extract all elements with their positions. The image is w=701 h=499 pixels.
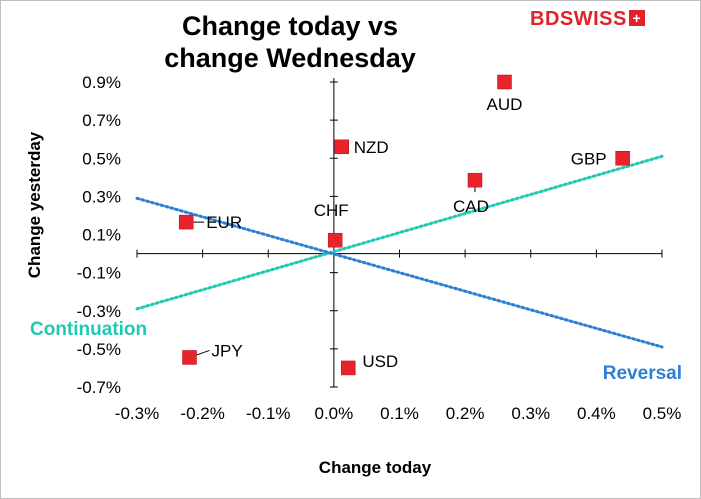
- x-tick-label: -0.1%: [246, 404, 290, 423]
- continuation-label: Continuation: [30, 319, 147, 340]
- x-tick-label: -0.3%: [115, 404, 159, 423]
- y-tick-label: 0.7%: [82, 111, 121, 130]
- y-tick-label: 0.1%: [82, 226, 121, 245]
- chart-title-line-1: Change today vs: [181, 11, 399, 41]
- y-tick-label: -0.7%: [77, 378, 121, 397]
- data-label-usd: USD: [362, 352, 398, 371]
- y-tick-label: 0.9%: [82, 73, 121, 92]
- y-tick-label: 0.5%: [82, 149, 121, 168]
- y-tick-label: 0.3%: [82, 187, 121, 206]
- x-tick-label: 0.0%: [315, 404, 354, 423]
- y-tick-label: -0.5%: [77, 340, 121, 359]
- reversal-label: Reversal: [603, 363, 682, 384]
- x-tick-label: 0.3%: [511, 404, 550, 423]
- data-point-chf: [327, 232, 343, 248]
- x-tick-label: -0.2%: [180, 404, 224, 423]
- data-point-eur: [178, 214, 194, 230]
- x-tick-label: 0.4%: [577, 404, 616, 423]
- chart-title-line-2: change Wednesday: [164, 43, 416, 73]
- y-tick-label: -0.1%: [77, 264, 121, 283]
- data-label-jpy: JPY: [212, 341, 243, 360]
- x-tick-label: 0.5%: [643, 404, 682, 423]
- y-tick-label: -0.3%: [77, 302, 121, 321]
- x-tick-label: 0.2%: [446, 404, 485, 423]
- y-axis-title: Change yesterday: [25, 131, 44, 278]
- data-point-cad: [467, 172, 483, 188]
- x-tick-label: 0.1%: [380, 404, 419, 423]
- data-label-aud: AUD: [487, 95, 523, 114]
- x-axis-title: Change today: [319, 458, 432, 477]
- data-label-nzd: NZD: [354, 138, 389, 157]
- brand-logo: BDSWISS +: [530, 8, 645, 31]
- data-point-aud: [497, 74, 512, 90]
- swiss-cross-icon: +: [628, 10, 645, 26]
- data-label-chf: CHF: [314, 201, 349, 220]
- trend-line-continuation: [135, 154, 664, 311]
- trend-line-reversal: [135, 196, 664, 349]
- brand-name: BDSWISS: [530, 8, 627, 30]
- data-label-gbp: GBP: [571, 149, 607, 168]
- data-point-nzd: [334, 139, 349, 155]
- data-label-eur: EUR: [206, 213, 242, 232]
- data-label-cad: CAD: [453, 197, 489, 216]
- data-point-jpy: [182, 350, 197, 365]
- data-point-gbp: [615, 151, 630, 166]
- data-point-usd: [341, 360, 356, 376]
